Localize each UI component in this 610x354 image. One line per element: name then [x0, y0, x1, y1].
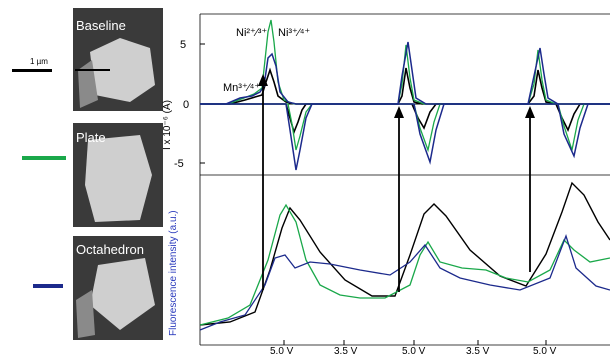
annotation-ni23: Ni²⁺⁄³⁺: [236, 27, 267, 39]
fl-xtick-label: 5.0 V: [402, 346, 426, 354]
fl-xtick-label: 3.5 V: [466, 346, 490, 354]
fl-xtick-label: 3.5 V: [334, 346, 358, 354]
cv-ytick-label: 0: [183, 99, 189, 111]
fl-series-baseline: [199, 181, 610, 326]
sem-panel-plate: Plate: [73, 123, 163, 227]
legend-swatch-plate: [22, 156, 66, 160]
cv-ylabel: I x 10⁻⁶ (A): [162, 100, 173, 150]
annotation-mn34: Mn³⁺⁄⁴⁺: [223, 82, 260, 94]
fl-series-plate: [199, 203, 610, 326]
sem-grain: [85, 135, 152, 222]
fl-ylabel: Fluorescence intensity (a.u.): [168, 210, 179, 336]
legend-swatch-octahedron: [33, 284, 63, 288]
cv-series-octahedron-red: [200, 103, 610, 171]
cv-ytick-label: -5: [174, 158, 184, 170]
panel-label-octahedron: Octahedron: [76, 242, 144, 257]
fluorescence-chart: Fluorescence intensity (a.u.) 5.0 V 3.5 …: [168, 175, 610, 354]
sem-grain: [78, 60, 98, 108]
arrow-3-head: [525, 106, 535, 118]
cv-series-baseline-red: [200, 103, 610, 135]
sem-grain: [76, 290, 95, 338]
panel-label-baseline: Baseline: [76, 18, 126, 33]
fl-xtick-label: 5.0 V: [533, 346, 557, 354]
sem-panel-octahedron: Octahedron: [73, 236, 163, 340]
cv-ytick-label: 5: [180, 39, 186, 51]
cv-series-plate-red: [200, 103, 610, 153]
sem-grain: [90, 38, 155, 102]
cv-series-baseline-ox: [200, 67, 610, 105]
arrow-2-head: [394, 106, 404, 118]
annotation-ni34: Ni³⁺⁄⁴⁺: [278, 27, 310, 39]
sem-panel-baseline: Baseline: [73, 8, 163, 111]
sem-grain: [90, 258, 155, 330]
legend-swatch-baseline: [12, 69, 52, 72]
panel-label-plate: Plate: [76, 130, 106, 145]
fl-xtick-label: 5.0 V: [270, 346, 294, 354]
scale-bar-label: 1 µm: [30, 57, 48, 66]
cv-chart: 5 0 -5 I x 10⁻⁶ (A) Ni²⁺⁄³⁺ Ni³⁺⁄⁴⁺ Mn³⁺…: [162, 13, 610, 176]
fl-series-octahedron: [199, 234, 610, 331]
correlation-arrows: [258, 74, 535, 292]
arrow-1-head: [258, 74, 268, 86]
